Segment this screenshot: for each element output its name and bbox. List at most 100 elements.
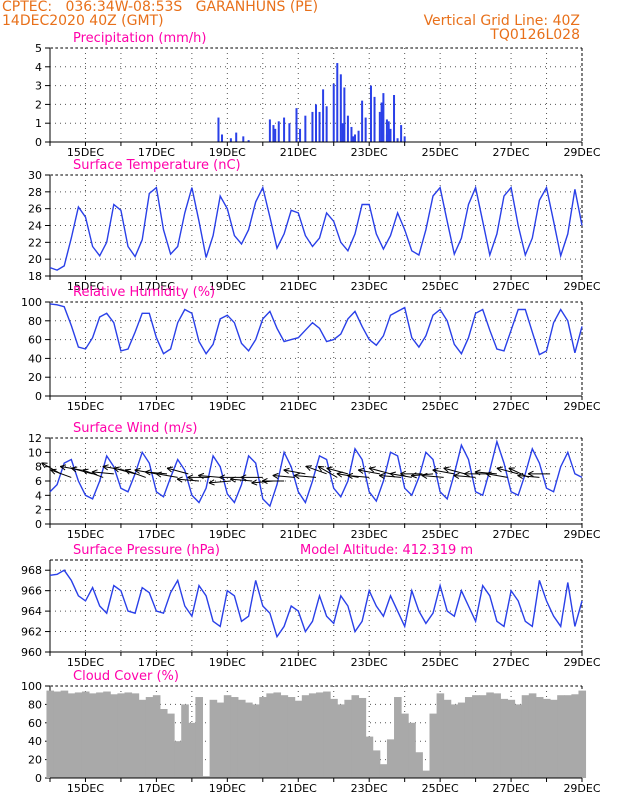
cloud-bar [493,693,501,778]
x-tick-label: 27DEC [493,528,530,541]
precip-bar [322,89,325,142]
wind-arrow [91,471,114,475]
y-tick-label: 8 [35,461,42,474]
wind-arrow-head [198,475,204,479]
wind-arrow [496,467,519,475]
y-tick-label: 968 [21,564,42,577]
precip-bar [343,87,346,142]
wind-arrow [517,475,540,478]
y-tick-label: 40 [28,352,42,365]
wind-arrow-head [59,466,66,471]
y-tick-label: 3 [35,80,42,93]
precip-bar [311,111,314,142]
wind-arrow [421,475,444,478]
wind-arrow-head [144,469,151,473]
y-tick-label: 1 [35,117,42,130]
wind-arrow [326,467,349,475]
wind-arrow-head [60,464,67,467]
wind-arrow-head [102,464,109,467]
cloud-bar [245,702,253,778]
wind-arrow-head [527,470,534,475]
x-tick-label: 17DEC [138,656,175,669]
cloud-bar [252,704,260,778]
cloud-bar [96,692,104,778]
x-tick-label: 27DEC [493,146,530,159]
x-tick-label: 25DEC [422,146,459,159]
wind-arrow [113,467,136,475]
x-tick-label: 17DEC [138,400,175,413]
cloud-bar [443,699,452,778]
precip-bar [352,136,355,142]
wind-arrow [50,469,72,478]
wind-arrow [485,473,508,478]
wind-arrow-head [443,466,450,469]
cloud-bar [159,709,168,778]
x-tick-label: 15DEC [67,400,104,413]
cloud-bar [386,739,395,778]
wind-arrow-head [134,469,140,474]
grid-line-note: Vertical Grid Line: 40Z [423,13,580,29]
precip-bar [382,93,385,142]
wind-arrow-head [113,467,119,473]
x-tick-label: 25DEC [422,528,459,541]
precip-bar [341,123,344,142]
x-tick-label: 15DEC [67,782,104,795]
wind-arrow-head [421,475,428,479]
wind-arrow-head [336,471,343,475]
cloud-bar [287,697,296,778]
wind-arrow-head [176,478,183,483]
wind-arrow-head [474,469,481,473]
wind-arrow-head [347,472,354,476]
cloud-bar [429,713,438,778]
x-tick-label: 25DEC [422,656,459,669]
wind-arrow-head [283,469,289,474]
wind-arrow-head [336,473,343,478]
panel-title: Surface Temperature (nC) [73,158,241,173]
wind-arrow-head [71,466,78,469]
cloud-bar [486,692,494,778]
cloud-bar [266,693,274,778]
x-tick-label: 23DEC [351,656,388,669]
wind-arrow-head [261,480,268,485]
cloud-bar [60,690,69,778]
x-tick-label: 15DEC [67,656,104,669]
cloud-bar [571,694,579,778]
cloud-bar [131,693,140,778]
cloud-bar [408,722,416,778]
cloud-bar [457,702,466,778]
wind-arrow-head [517,475,523,479]
x-tick-label: 23DEC [351,400,388,413]
cloud-bar [46,690,55,778]
y-tick-label: 5 [35,42,42,55]
wind-arrow-head [453,472,460,476]
x-tick-label: 27DEC [493,656,530,669]
wind-arrow-head [261,477,268,482]
cloud-bar [394,697,402,778]
cloud-bar [514,704,523,778]
cloud-bar [230,697,239,778]
y-tick-label: 20 [28,754,42,767]
cloud-bar [67,693,76,778]
cloud-bar [259,697,267,778]
cloud-bar [372,750,381,778]
y-tick-label: 0 [35,518,42,531]
x-tick-label: 17DEC [138,528,175,541]
date-header: 14DEC2020 40Z (GMT) [2,13,164,29]
precip-bar [373,96,376,142]
precip-bar [283,117,286,142]
precip-bar [247,140,250,142]
cloud-bar [479,695,487,778]
y-tick-label: 960 [21,646,42,659]
y-tick-label: 80 [28,698,42,711]
cloud-bar [578,690,587,778]
cloud-bar [379,764,388,778]
wind-arrow [230,478,253,482]
wind-arrow-head [347,475,353,479]
wind-arrow-head [229,478,236,483]
x-tick-label: 25DEC [422,400,459,413]
cloud-bar [344,699,352,778]
cloud-bar [195,697,204,778]
x-tick-label: 19DEC [209,528,246,541]
wind-arrow [294,475,317,478]
precip-bar [400,125,403,142]
